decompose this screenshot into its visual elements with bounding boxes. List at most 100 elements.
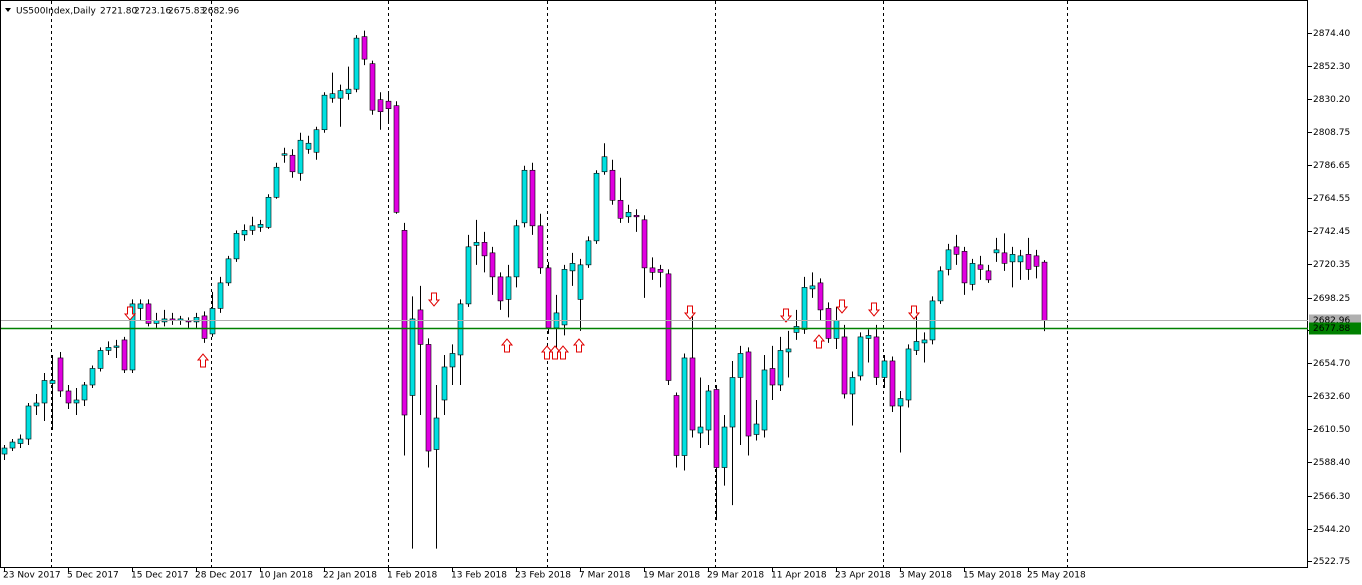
candle-body (41, 380, 48, 404)
candle-body (729, 377, 736, 428)
candle-body (961, 251, 968, 284)
candle-body (193, 317, 200, 323)
candle-body (1041, 261, 1048, 321)
candle-body (897, 398, 904, 407)
candle-body (761, 369, 768, 431)
candle-body (817, 282, 824, 311)
down-arrow (907, 305, 921, 320)
y-tick-label: 2544.20 (1313, 525, 1350, 535)
candle-body (289, 154, 296, 173)
y-tick-label: 2632.60 (1313, 392, 1350, 402)
candle-body (857, 336, 864, 377)
candle-body (49, 380, 56, 384)
candle-body (9, 441, 16, 449)
candle-body (65, 390, 72, 404)
candle-body (577, 264, 584, 300)
candle-body (337, 90, 344, 99)
candle-body (401, 230, 408, 416)
candle-body (801, 287, 808, 330)
x-tick-label: 15 Dec 2017 (131, 571, 189, 581)
candle-body (209, 308, 216, 335)
down-arrow (427, 292, 441, 307)
y-tick-label: 2852.30 (1313, 62, 1350, 72)
plot-frame (0, 0, 1308, 568)
candle-body (57, 357, 64, 392)
candle-body (649, 267, 656, 273)
candle-body (297, 139, 304, 174)
candle-body (441, 366, 448, 401)
x-tick-label: 23 Apr 2018 (835, 571, 891, 581)
candle-body (841, 336, 848, 395)
up-arrow (572, 338, 586, 353)
candle-body (513, 225, 520, 278)
candle-body (425, 344, 432, 452)
down-arrow (683, 305, 697, 320)
candles (1, 30, 1048, 549)
candle-body (673, 395, 680, 456)
candle-body (601, 156, 608, 173)
candle-body (489, 252, 496, 278)
candle-body (137, 303, 144, 309)
x-tick-label: 15 May 2018 (963, 571, 1022, 581)
candle-body (321, 94, 328, 131)
ohlc-low: 2675.83 (168, 7, 205, 17)
candle-body (129, 303, 136, 371)
candle-body (785, 348, 792, 353)
y-tick-label: 2654.70 (1313, 359, 1350, 369)
candle-body (121, 339, 128, 371)
ohlc-high: 2723.16 (134, 7, 171, 17)
y-tick-label: 2786.65 (1313, 161, 1350, 171)
candle-body (385, 100, 392, 110)
candle-body (521, 169, 528, 224)
up-arrow (812, 334, 826, 349)
ohlc-open: 2721.80 (100, 7, 137, 17)
candle-body (873, 336, 880, 378)
candle-body (825, 308, 832, 339)
candle-body (409, 318, 416, 396)
candle-body (889, 360, 896, 407)
candle-body (273, 166, 280, 198)
x-tick-label: 22 Jan 2018 (323, 571, 377, 581)
x-tick-label: 1 Feb 2018 (387, 571, 438, 581)
candle-body (81, 384, 88, 401)
candle-body (737, 353, 744, 378)
candle-body (305, 142, 312, 150)
candle-body (769, 368, 776, 386)
candle-body (361, 36, 368, 60)
x-tick-label: 5 Dec 2017 (67, 571, 119, 581)
candle-body (945, 249, 952, 270)
candle-body (1, 447, 8, 455)
candle-body (561, 269, 568, 326)
y-tick-label: 2808.75 (1313, 128, 1350, 138)
candle-body (793, 326, 800, 333)
candle-body (681, 357, 688, 456)
x-tick-label: 11 Apr 2018 (771, 571, 827, 581)
candle-body (569, 263, 576, 272)
candle-body (217, 282, 224, 309)
candle-body (481, 242, 488, 257)
candle-body (665, 273, 672, 381)
price-label: 2677.88 (1313, 324, 1350, 334)
candle-body (705, 390, 712, 431)
candle-body (313, 129, 320, 153)
up-arrow (500, 338, 514, 353)
candle-body (745, 351, 752, 437)
candle-body (473, 242, 480, 246)
candle-body (417, 309, 424, 345)
candle-body (625, 212, 632, 218)
candle-body (833, 320, 840, 339)
candle-body (281, 153, 288, 156)
x-tick-label: 25 May 2018 (1027, 571, 1086, 581)
up-arrow (196, 353, 210, 368)
up-arrow (556, 345, 570, 360)
y-tick-label: 2720.35 (1313, 260, 1350, 270)
price-label-box (1309, 322, 1361, 335)
candle-body (145, 303, 152, 324)
up-arrow (548, 345, 562, 360)
candle-body (1025, 254, 1032, 270)
candle-body (25, 405, 32, 440)
x-tick-label: 28 Dec 2017 (195, 571, 253, 581)
candle-body (977, 264, 984, 270)
y-tick-label: 2764.55 (1313, 194, 1350, 204)
